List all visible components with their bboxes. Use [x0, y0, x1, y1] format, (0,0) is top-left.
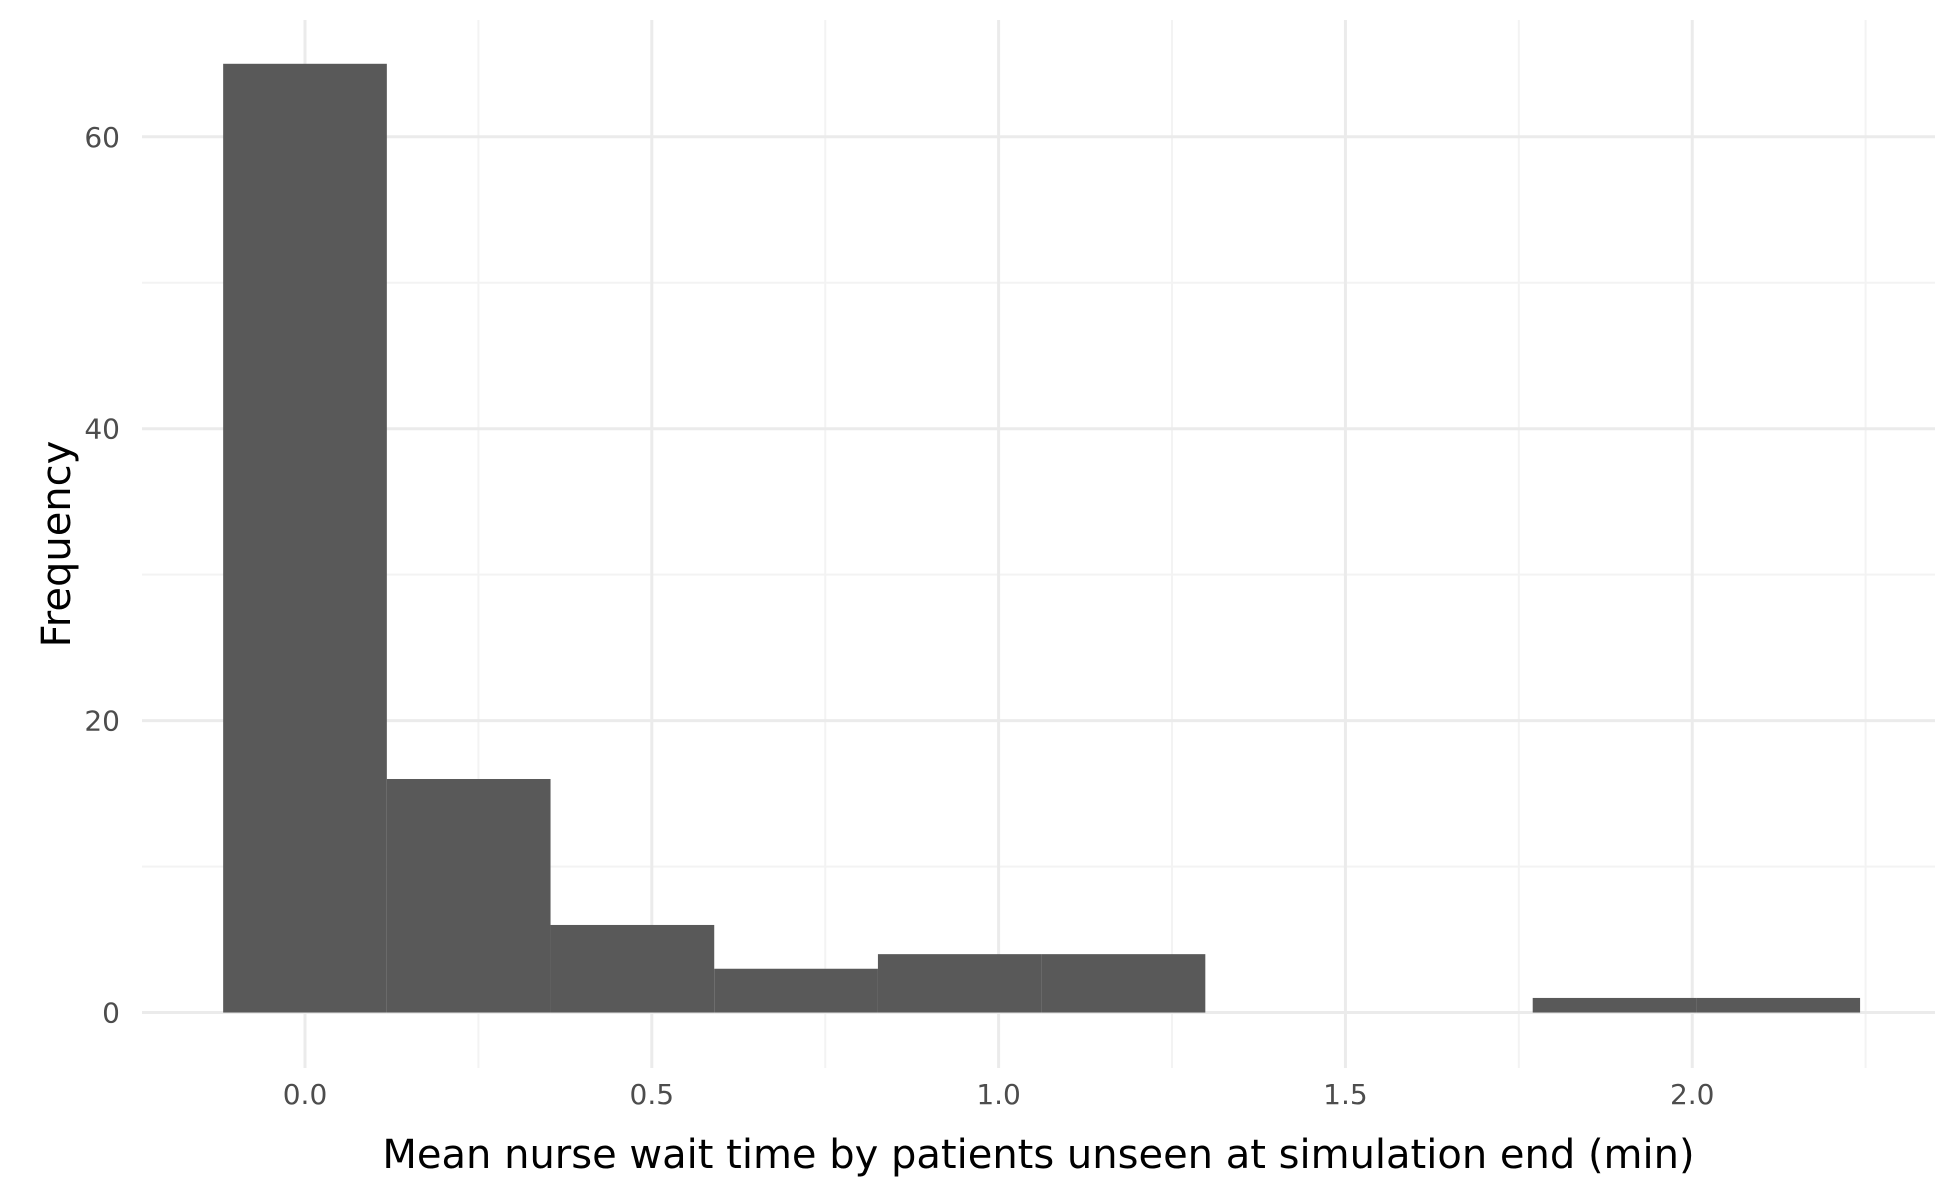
x-axis-title: Mean nurse wait time by patients unseen …: [382, 1132, 1694, 1178]
histogram-bar: [550, 924, 715, 1013]
y-tick-label: 20: [84, 705, 120, 738]
x-tick-label: 1.0: [976, 1078, 1021, 1111]
x-tick-label: 1.5: [1323, 1078, 1368, 1111]
histogram-bar: [223, 63, 387, 1013]
x-tick-label: 0.0: [283, 1078, 328, 1111]
bar-layer: [223, 63, 1861, 1013]
tick-label-layer: 0.0 0.5 1.0 1.5 2.0 0 20 40 60: [84, 121, 1714, 1111]
histogram-bar: [714, 968, 878, 1013]
histogram-bar: [1041, 954, 1206, 1013]
y-tick-label: 0: [102, 997, 120, 1030]
histogram-bar: [1532, 997, 1697, 1013]
y-axis-title: Frequency: [34, 441, 80, 648]
x-tick-label: 0.5: [630, 1078, 675, 1111]
histogram-bar: [877, 954, 1042, 1013]
histogram-bar: [1696, 997, 1861, 1013]
y-tick-label: 40: [84, 413, 120, 446]
x-tick-label: 2.0: [1670, 1078, 1715, 1111]
y-tick-label: 60: [84, 121, 120, 154]
histogram-bar: [386, 778, 551, 1013]
